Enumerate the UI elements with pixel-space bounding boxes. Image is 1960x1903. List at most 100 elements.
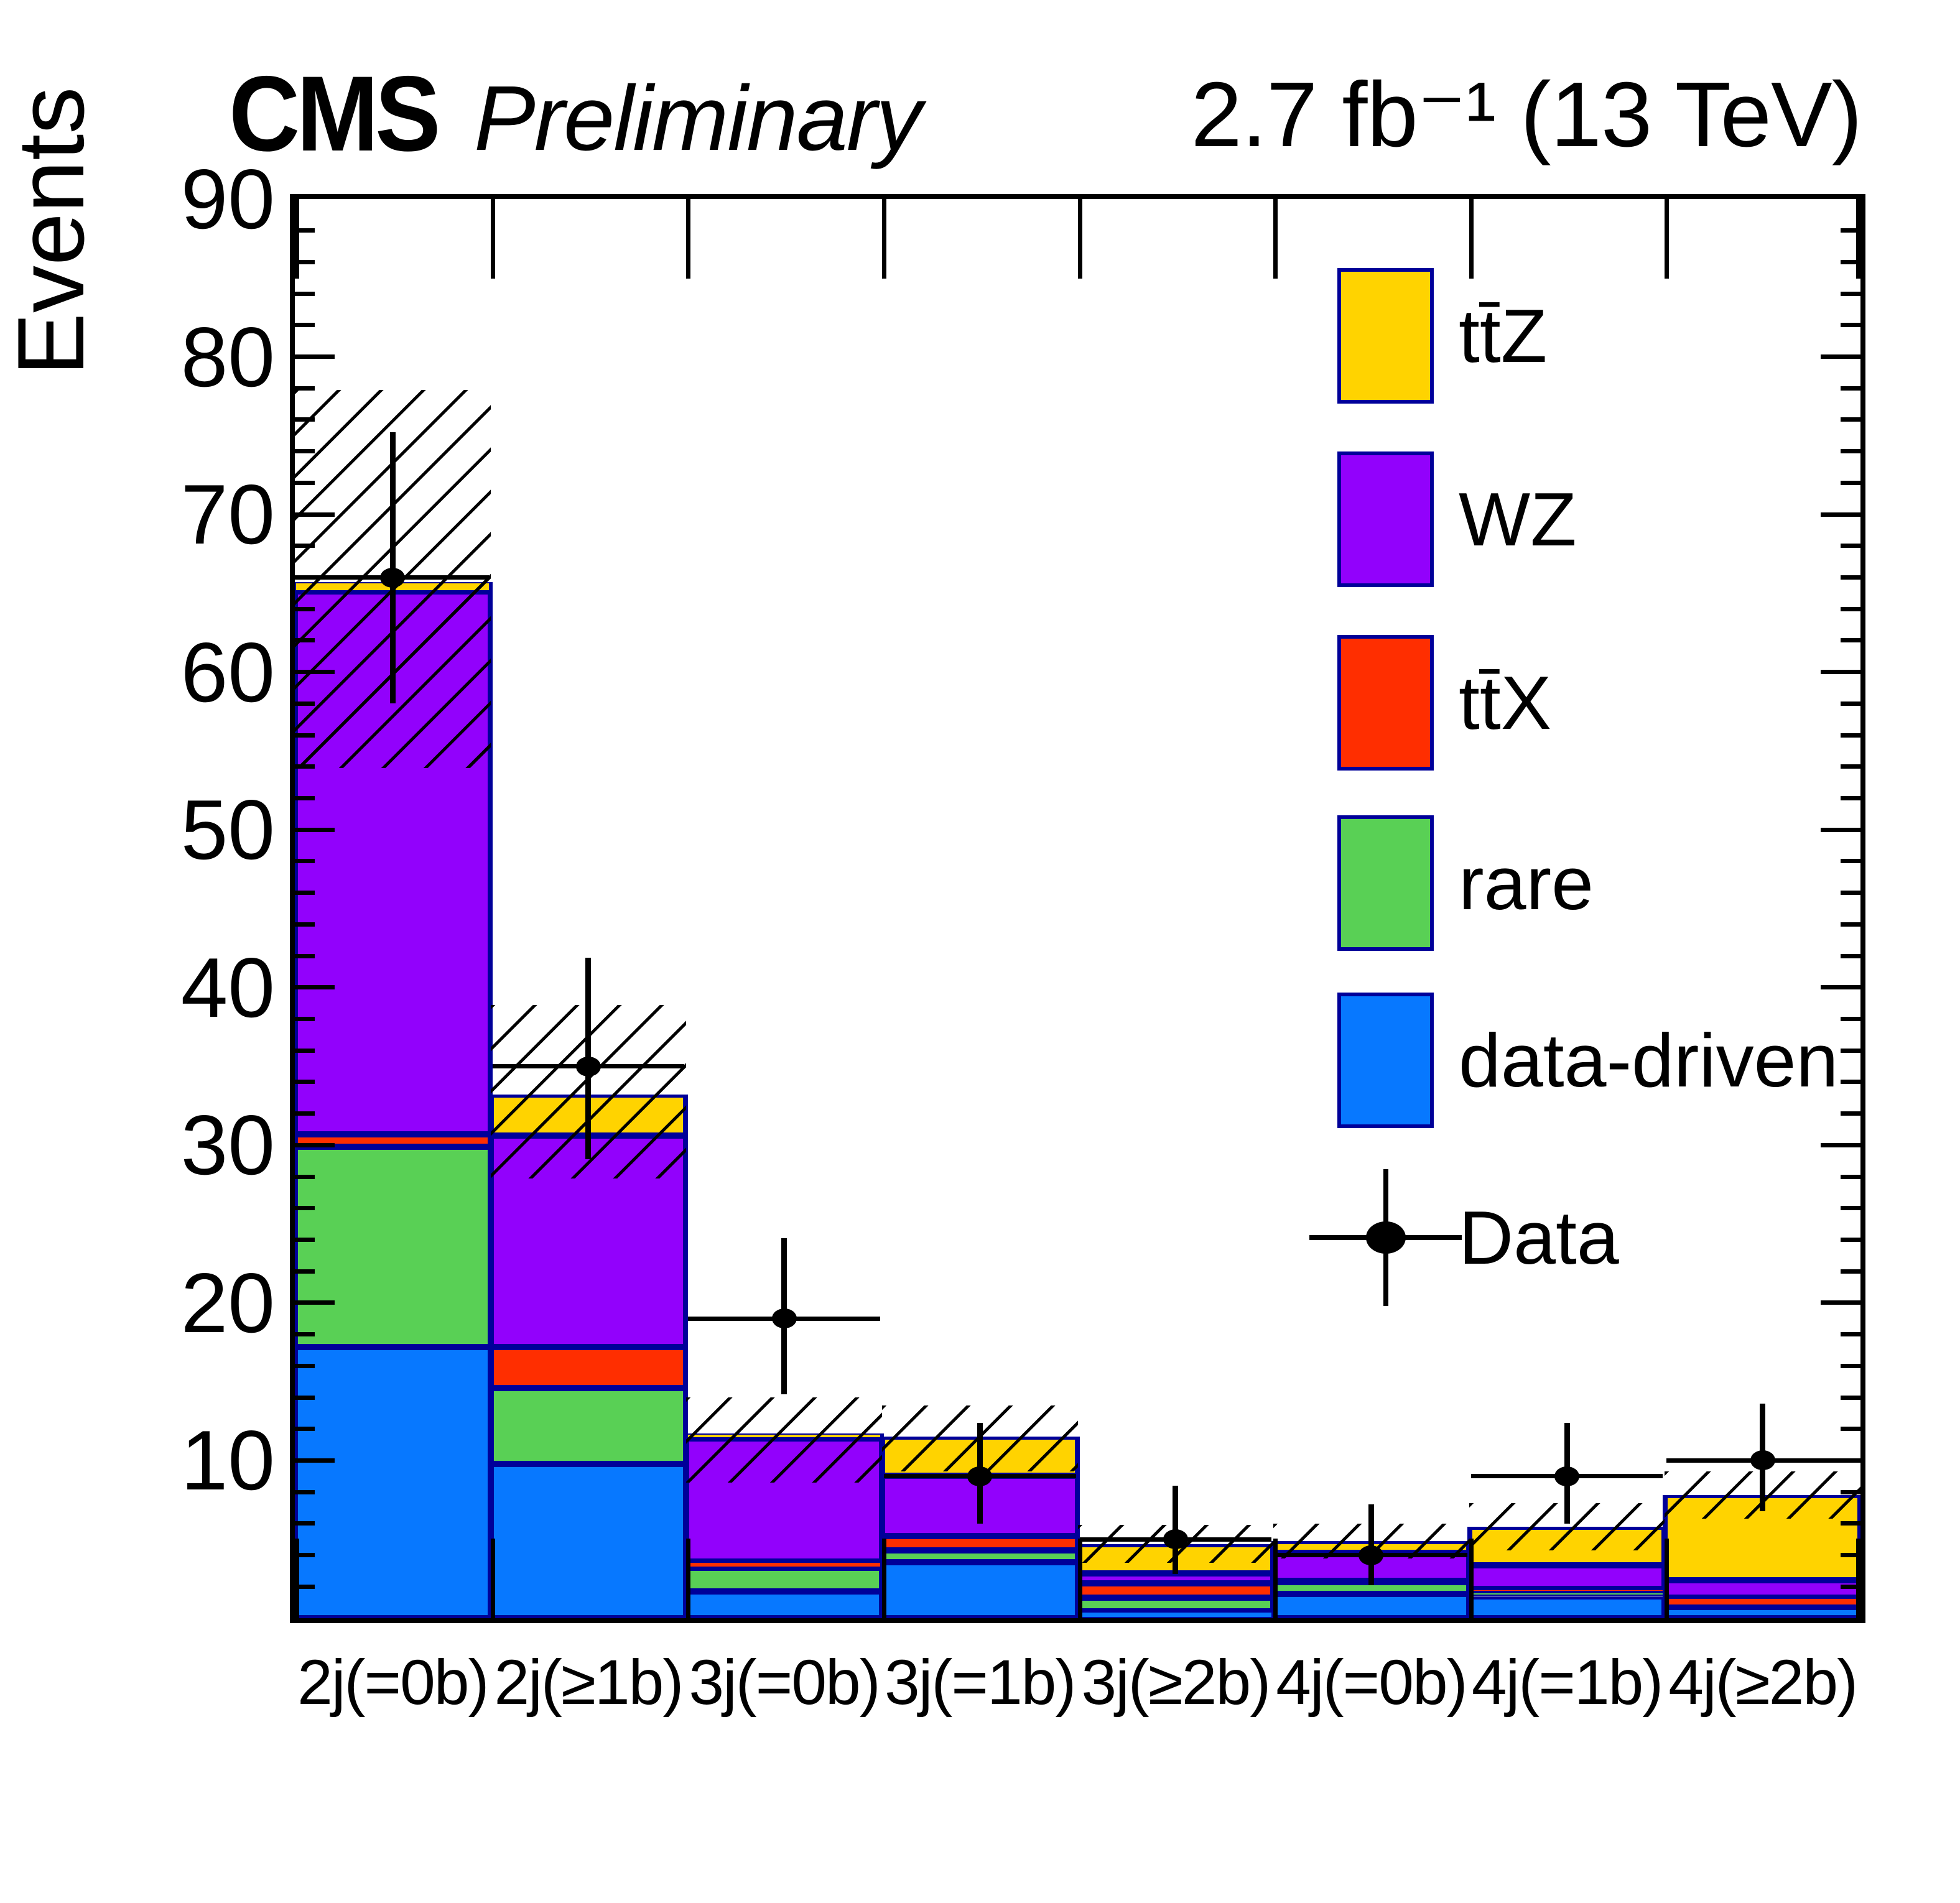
data-point-marker [1359,1545,1384,1565]
x-category-label: 2j(≥1b) [494,1647,684,1718]
y-minor-tick-right [1841,1395,1860,1400]
y-minor-tick-right [1841,1584,1860,1589]
x-bin-tick-bottom [1273,1539,1278,1618]
legend-label-ttZ: tt̄Z [1459,294,1548,378]
y-minor-tick-left [295,1080,315,1085]
y-tick-label: 80 [180,309,275,404]
x-category-label: 3j(=1b) [885,1647,1076,1718]
y-minor-tick-left [295,1048,315,1053]
y-major-tick-right [1821,827,1860,832]
y-minor-tick-right [1841,606,1860,611]
y-minor-tick-right [1841,891,1860,896]
y-major-tick-right [1821,1300,1860,1305]
y-tick-label: 40 [180,940,275,1035]
y-minor-tick-right [1841,1489,1860,1494]
y-minor-tick-left [295,1016,315,1021]
stack-segment-datadriven [686,1591,882,1618]
y-major-tick-left [295,827,335,832]
y-minor-tick-right [1841,1206,1860,1211]
y-minor-tick-left [295,733,315,738]
data-point-marker [771,1308,797,1329]
legend-swatch-ttX [1337,635,1434,771]
y-minor-tick-left [295,1395,315,1400]
y-tick-label: 50 [180,782,275,877]
stack-segment-datadriven [881,1562,1078,1618]
y-minor-tick-left [295,859,315,864]
y-minor-tick-left [295,449,315,454]
x-bin-tick-bottom [1665,1539,1670,1618]
x-category-label: 2j(=0b) [297,1647,489,1718]
x-bin-tick-top [1077,199,1082,279]
x-bin-tick-bottom [490,1539,495,1618]
y-minor-tick-right [1841,480,1860,485]
y-minor-tick-left [295,1111,315,1116]
stack-segment-datadriven [1273,1593,1469,1618]
preliminary-label: Preliminary [474,67,922,170]
y-minor-tick-right [1841,323,1860,328]
y-major-tick-right [1821,512,1860,517]
y-minor-tick-left [295,259,315,264]
uncertainty-band [686,1397,882,1483]
y-minor-tick-left [295,796,315,800]
data-error-bar-vertical [1368,1504,1374,1585]
y-minor-tick-right [1841,575,1860,580]
data-point-marker [380,567,406,588]
stack-segment-ttX [881,1536,1078,1550]
y-minor-tick-left [295,1427,315,1432]
y-minor-tick-left [295,606,315,611]
stack-segment-WZ [1077,1573,1274,1584]
stack-segment-ttX [490,1346,687,1388]
legend-swatch-WZ [1337,451,1434,587]
y-minor-tick-right [1841,1080,1860,1085]
y-minor-tick-right [1841,1174,1860,1179]
y-minor-tick-right [1841,449,1860,454]
bin-separator [880,1433,884,1618]
data-point-marker [1163,1529,1188,1550]
y-minor-tick-right [1841,1269,1860,1274]
y-minor-tick-right [1841,259,1860,264]
x-bin-tick-top [1665,199,1670,279]
y-major-tick-right [1821,354,1860,359]
y-major-tick-left [295,512,335,517]
x-bin-tick-top [490,199,495,279]
y-major-tick-left [295,1300,335,1305]
stack-segment-ttX [1469,1589,1665,1593]
y-minor-tick-right [1841,953,1860,958]
y-minor-tick-right [1841,1111,1860,1116]
legend-label-Data: Data [1459,1195,1619,1280]
x-bin-tick-top [1273,199,1278,279]
y-tick-label: 10 [180,1413,275,1508]
x-bin-tick-bottom [1469,1539,1474,1618]
y-minor-tick-right [1841,796,1860,800]
x-category-label: 3j(≥2b) [1081,1647,1271,1718]
x-bin-tick-top [686,199,691,279]
y-minor-tick-left [295,701,315,706]
y-minor-tick-right [1841,1237,1860,1242]
y-tick-label: 70 [180,467,275,562]
y-major-tick-left [295,1142,335,1147]
y-major-tick-left [295,354,335,359]
y-minor-tick-right [1841,1363,1860,1368]
y-tick-label: 60 [180,624,275,720]
luminosity-energy-label: 2.7 fb⁻¹ (13 TeV) [1191,63,1862,166]
x-bin-tick-top [295,199,299,279]
y-minor-tick-right [1841,733,1860,738]
y-minor-tick-left [295,1206,315,1211]
y-minor-tick-left [295,544,315,549]
plot-area [290,194,1865,1623]
y-minor-tick-left [295,417,315,422]
y-minor-tick-left [295,1521,315,1526]
legend-label-WZ: WZ [1459,477,1577,562]
y-minor-tick-right [1841,922,1860,927]
data-point-marker [1554,1466,1580,1486]
y-major-tick-left [295,1458,335,1463]
x-bin-tick-top [881,199,886,279]
y-minor-tick-left [295,1489,315,1494]
stack-segment-ttX [686,1561,882,1568]
x-category-label: 4j(≥2b) [1668,1647,1858,1718]
y-minor-tick-right [1841,291,1860,296]
y-minor-tick-right [1841,544,1860,549]
y-minor-tick-right [1841,228,1860,233]
x-category-label: 3j(=0b) [689,1647,880,1718]
y-minor-tick-left [295,1553,315,1558]
